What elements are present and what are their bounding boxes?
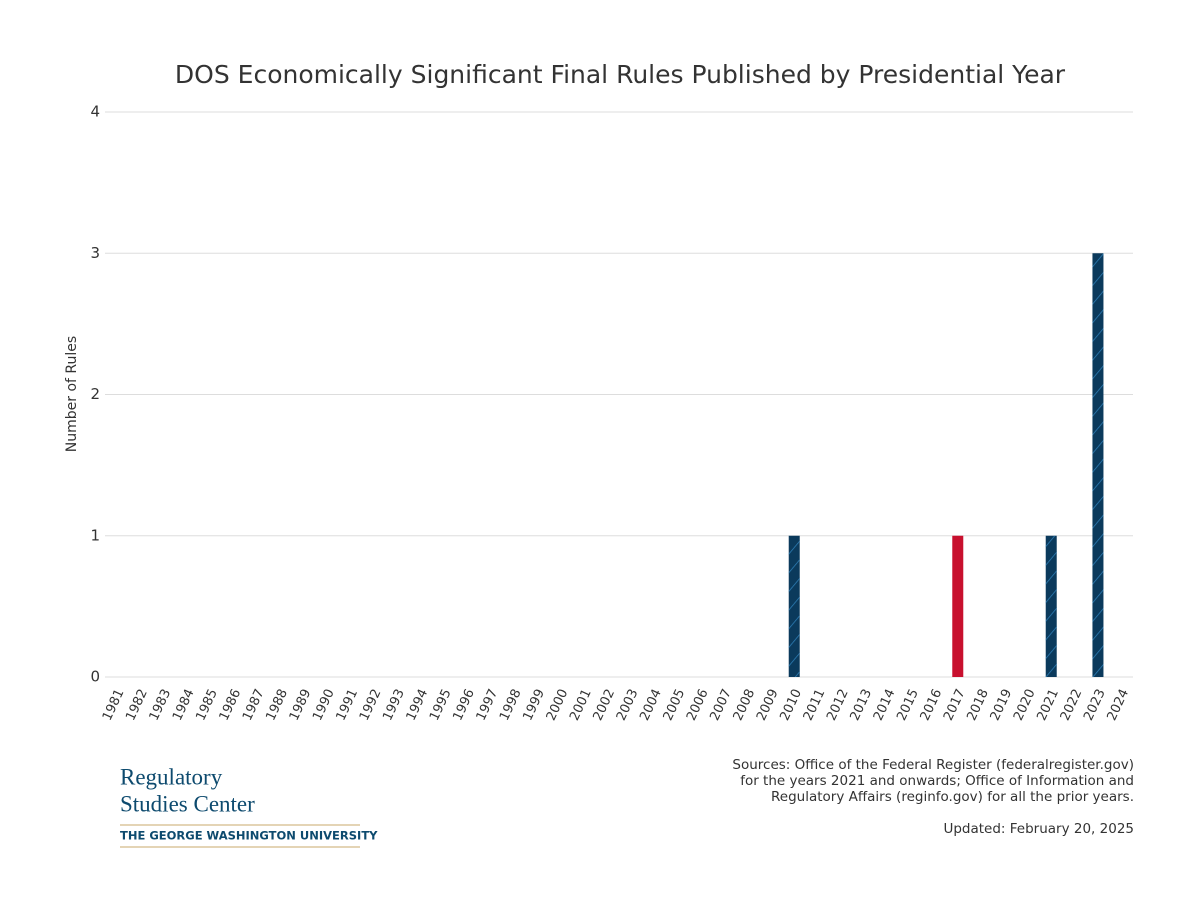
bar-hatch xyxy=(1045,535,1057,677)
y-axis-label: Number of Rules xyxy=(64,336,80,452)
bar xyxy=(952,535,964,677)
y-tick-label: 1 xyxy=(90,526,100,544)
y-tick-label: 2 xyxy=(90,385,100,403)
logo-text: Studies Center xyxy=(120,791,255,816)
source: for the years 2021 and onwards; Office o… xyxy=(740,773,1134,789)
updated: Updated: February 20, 2025 xyxy=(943,821,1134,837)
source: Regulatory Affairs (reginfo.gov) for all… xyxy=(771,789,1134,805)
bar-hatch xyxy=(788,535,800,677)
footer: Sources: Office of the Federal Register … xyxy=(120,757,1134,848)
logo-text: THE GEORGE WASHINGTON UNIVERSITY xyxy=(120,829,378,843)
x-tick-label: 2024 xyxy=(1105,687,1133,723)
chart-title: DOS Economically Significant Final Rules… xyxy=(175,60,1066,89)
logo-text: Regulatory xyxy=(120,764,223,789)
y-tick-label: 4 xyxy=(90,103,100,121)
y-tick-label: 0 xyxy=(90,668,100,686)
y-tick-label: 3 xyxy=(90,244,100,262)
source: Sources: Office of the Federal Register … xyxy=(732,757,1134,773)
bar-hatch xyxy=(1092,253,1104,677)
